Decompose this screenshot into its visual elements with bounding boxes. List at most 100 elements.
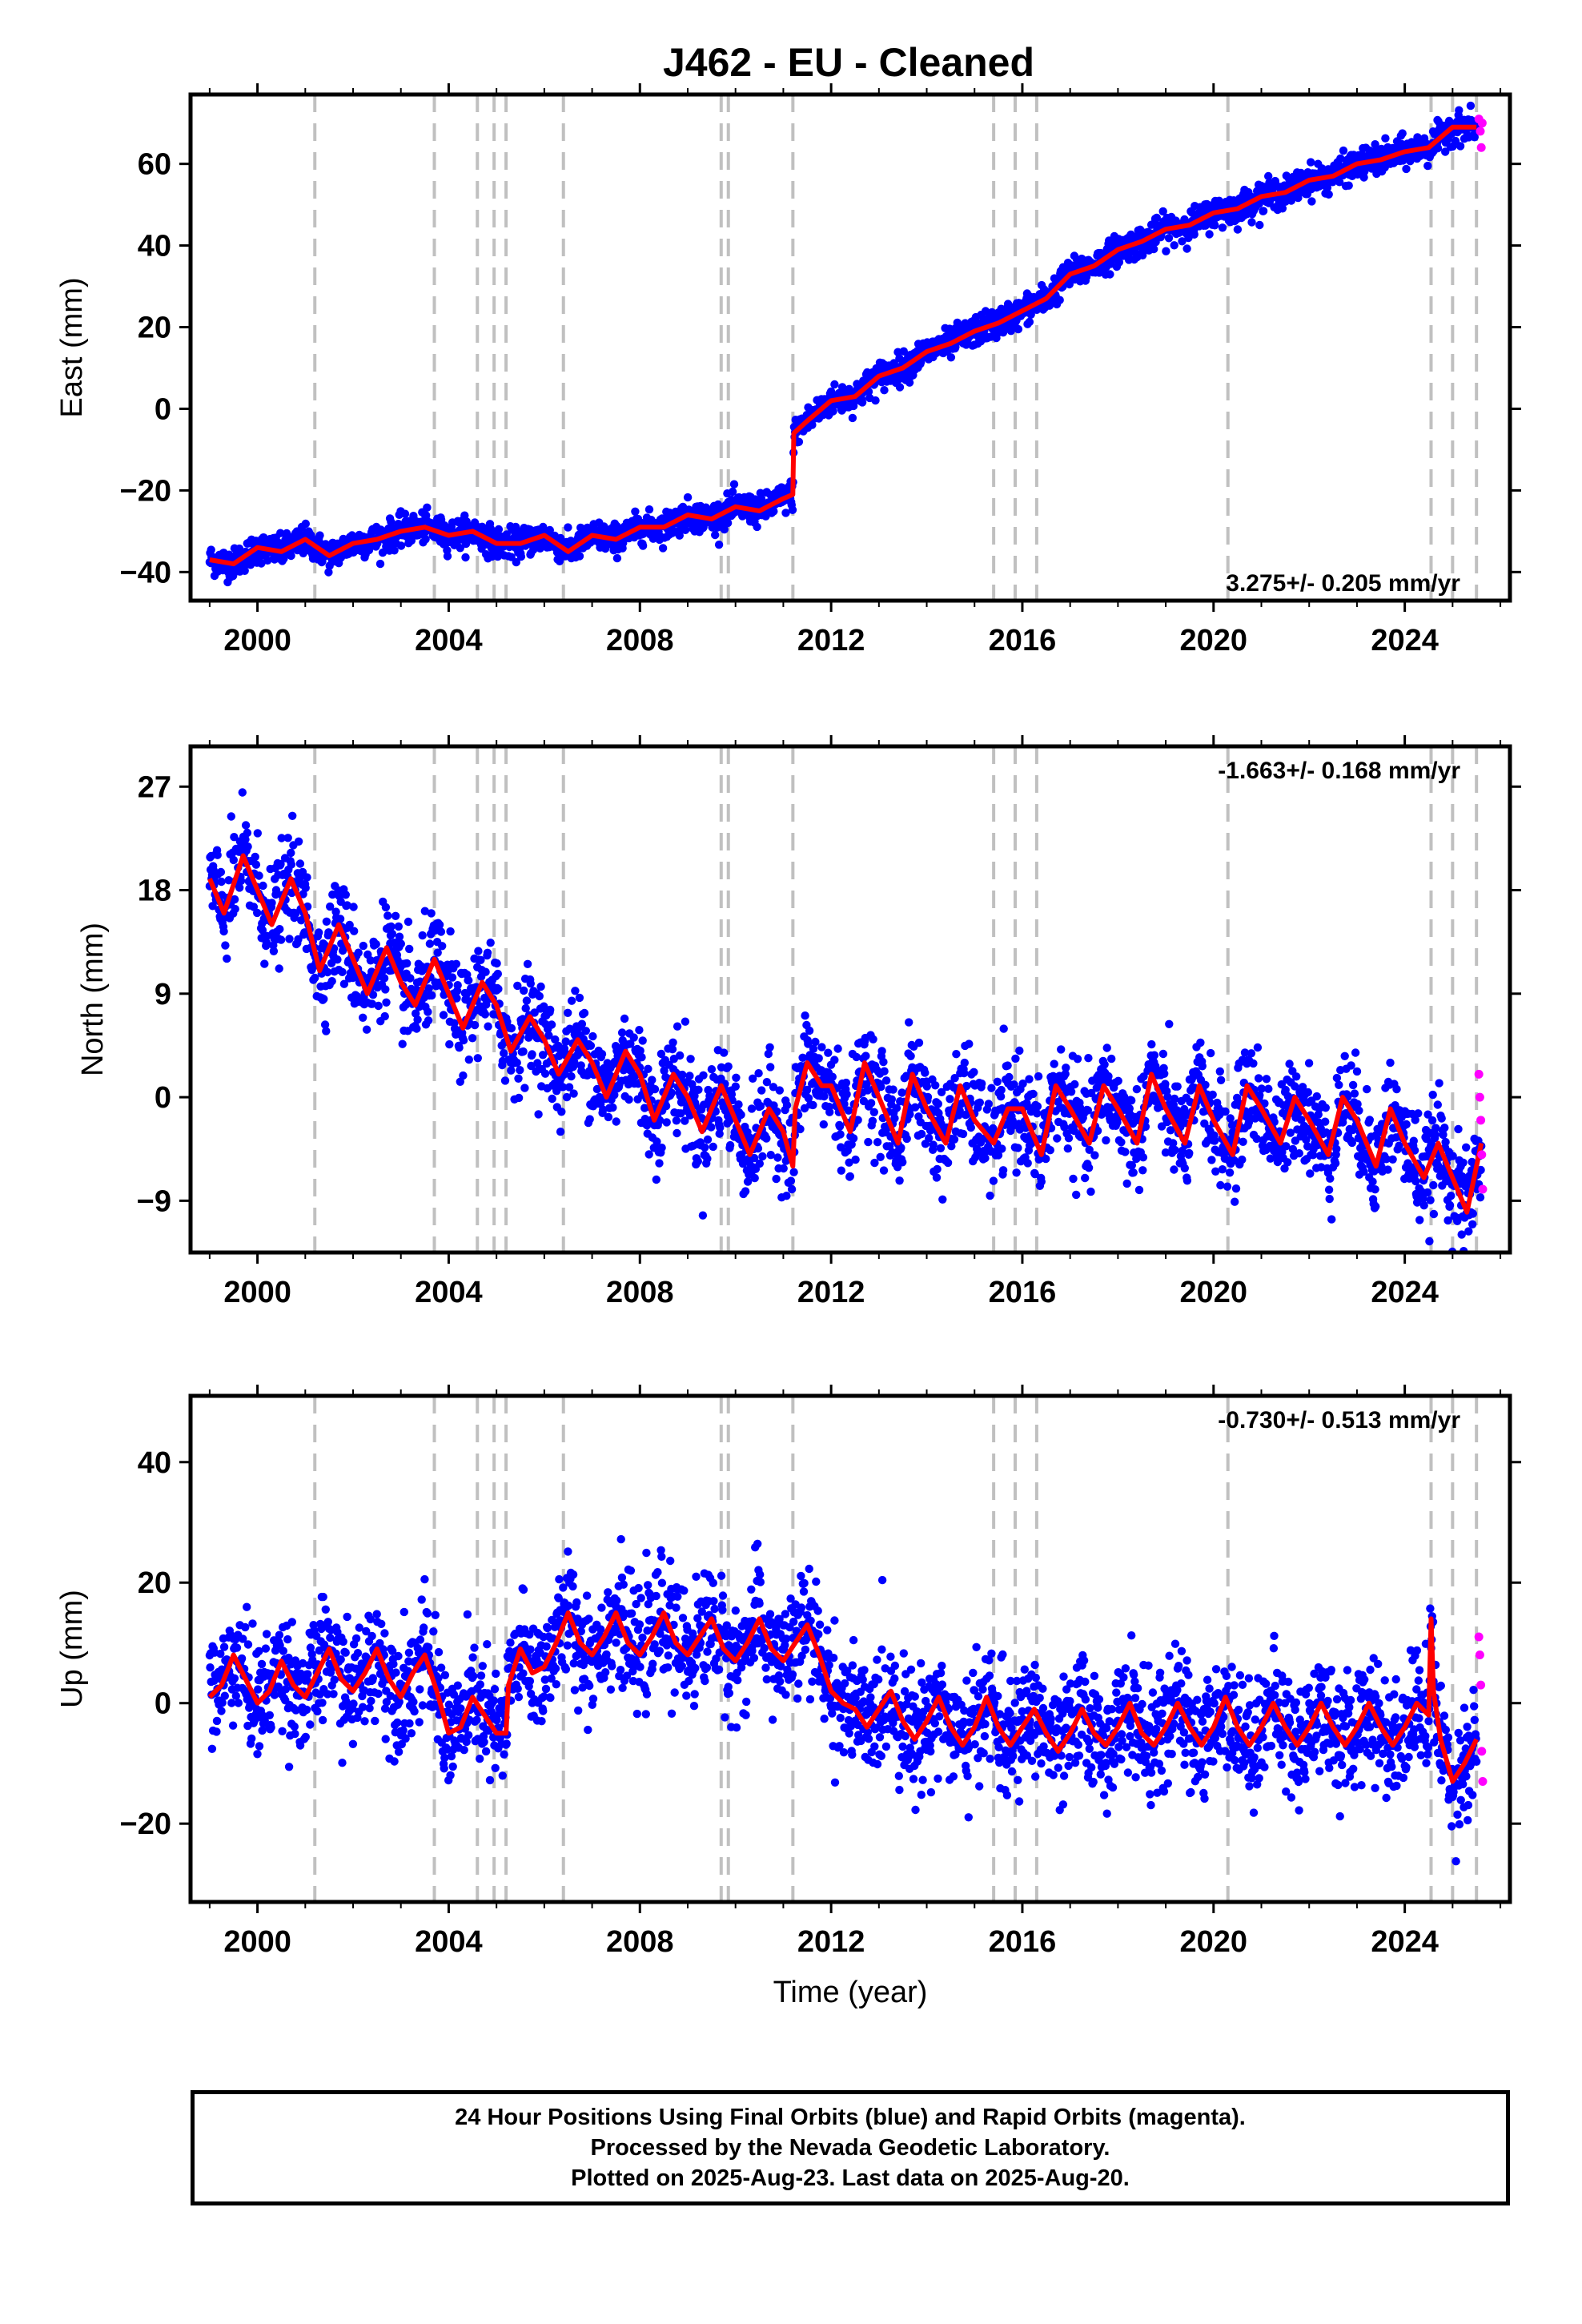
final-point xyxy=(327,977,336,986)
final-point xyxy=(707,1123,716,1132)
final-point xyxy=(675,531,684,540)
final-point xyxy=(413,1015,422,1024)
final-point xyxy=(1470,133,1480,142)
final-point xyxy=(276,935,286,944)
final-point xyxy=(403,959,412,968)
y-tick-label: −20 xyxy=(120,474,171,508)
final-point xyxy=(1034,1072,1043,1081)
final-point xyxy=(1161,1080,1170,1088)
final-point xyxy=(560,1069,569,1079)
final-point xyxy=(1025,317,1034,327)
final-point xyxy=(324,568,333,577)
final-point xyxy=(690,1092,699,1100)
final-point xyxy=(1072,1190,1081,1200)
final-point xyxy=(1012,1168,1021,1177)
final-point xyxy=(879,1166,889,1175)
final-point xyxy=(557,1108,566,1116)
final-point xyxy=(1225,1168,1235,1177)
final-point xyxy=(699,1071,708,1080)
final-point xyxy=(775,1086,784,1095)
final-point xyxy=(849,1134,858,1143)
final-point xyxy=(1423,161,1432,171)
final-point xyxy=(544,1031,553,1040)
final-point xyxy=(1226,1114,1235,1123)
final-point xyxy=(936,1144,946,1153)
final-point xyxy=(1221,1107,1230,1116)
final-point xyxy=(438,942,447,951)
final-point xyxy=(1117,1138,1126,1147)
final-point xyxy=(1152,213,1162,223)
final-point xyxy=(845,1158,853,1167)
final-point xyxy=(255,871,263,880)
final-point xyxy=(1247,218,1256,227)
final-point xyxy=(1138,1166,1147,1175)
final-point xyxy=(845,1172,855,1181)
final-point xyxy=(1018,1080,1027,1088)
panel-north: 2000 2004 2008 2012 2016 2020 2024−9091827Nort… xyxy=(76,735,1521,1309)
final-point xyxy=(548,1094,556,1104)
final-point xyxy=(494,525,504,534)
final-point xyxy=(1283,1158,1292,1167)
final-point xyxy=(520,986,528,995)
final-point xyxy=(1003,1061,1012,1070)
final-point xyxy=(1190,230,1199,239)
final-point xyxy=(1196,1038,1205,1047)
final-point xyxy=(213,850,222,859)
final-point xyxy=(230,833,239,842)
final-point xyxy=(367,999,376,1008)
final-point xyxy=(869,1035,877,1044)
final-point xyxy=(685,1072,694,1080)
final-point xyxy=(577,1019,587,1028)
final-point xyxy=(1216,1180,1225,1190)
final-point xyxy=(208,902,217,911)
final-point xyxy=(470,1020,480,1030)
final-point xyxy=(958,1129,968,1139)
final-point xyxy=(610,1091,619,1100)
final-point xyxy=(482,1000,491,1009)
final-point xyxy=(1030,1170,1040,1179)
final-point xyxy=(1127,1160,1137,1170)
final-point xyxy=(782,1192,791,1200)
final-point xyxy=(580,1008,589,1018)
final-point xyxy=(804,1094,813,1103)
final-point xyxy=(1069,1174,1078,1184)
final-point xyxy=(681,1116,689,1125)
plot-area xyxy=(205,746,1488,1252)
final-point xyxy=(841,1078,851,1088)
final-point xyxy=(366,956,375,965)
final-point xyxy=(652,1137,661,1146)
final-point xyxy=(570,1057,579,1067)
final-point xyxy=(380,1011,389,1021)
final-point xyxy=(1169,1139,1178,1148)
final-point xyxy=(473,1054,482,1063)
final-point xyxy=(772,1174,781,1184)
final-point xyxy=(660,1066,669,1076)
final-point xyxy=(946,353,956,362)
final-point xyxy=(897,1144,905,1152)
final-point xyxy=(709,1142,717,1152)
final-point xyxy=(1207,1048,1215,1058)
final-point xyxy=(345,920,354,930)
final-point xyxy=(1015,1046,1024,1055)
final-point xyxy=(814,1054,823,1063)
final-point xyxy=(1211,1167,1220,1176)
final-point xyxy=(929,1140,938,1149)
final-point xyxy=(1170,1145,1179,1155)
final-point xyxy=(452,959,461,969)
chart-title: J462 - EU - Cleaned xyxy=(663,40,1034,85)
final-point xyxy=(338,967,347,977)
final-point xyxy=(681,1017,690,1026)
final-point xyxy=(1247,1049,1256,1058)
final-point xyxy=(1057,1045,1066,1054)
final-point xyxy=(514,1093,524,1103)
final-point xyxy=(394,922,403,931)
final-point xyxy=(864,1137,873,1147)
final-point xyxy=(1278,204,1287,213)
final-point xyxy=(1253,1043,1263,1052)
final-point xyxy=(547,1020,556,1029)
final-point xyxy=(396,939,405,948)
final-point xyxy=(569,1089,578,1098)
final-point xyxy=(694,1085,703,1095)
final-point xyxy=(371,939,380,949)
final-point xyxy=(424,984,433,993)
